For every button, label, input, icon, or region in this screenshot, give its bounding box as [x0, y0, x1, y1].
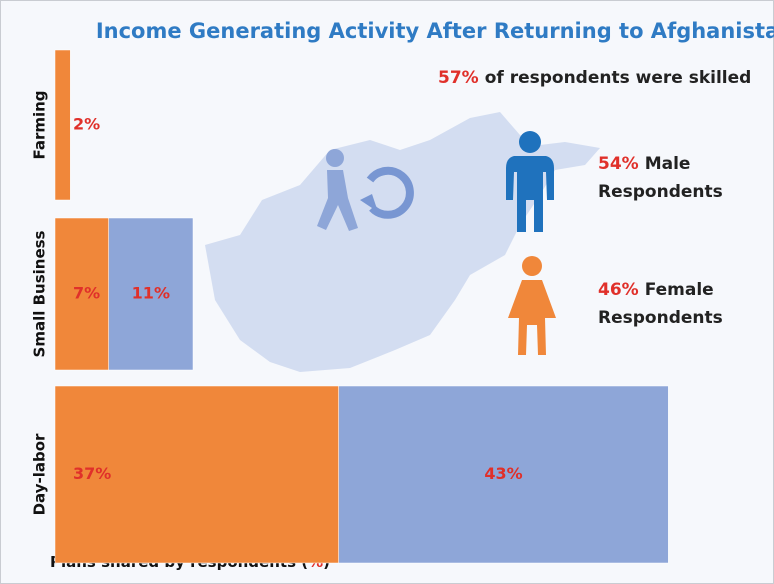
walker-icon [317, 149, 414, 231]
annotation: 54% Male Respondents [598, 154, 723, 202]
data-label: 11% [132, 284, 170, 303]
annotation-text: Respondents [598, 182, 723, 202]
female-icon [508, 256, 556, 355]
annotation-highlight: 46% [598, 280, 639, 300]
annotation: 57% of respondents were skilled [438, 68, 751, 88]
map [205, 112, 600, 372]
annotation-text: Respondents [598, 308, 723, 328]
y-tick-label: Day-labor [31, 433, 49, 515]
male-icon [506, 131, 554, 232]
bar [54, 49, 71, 201]
data-label: 2% [73, 115, 100, 134]
bar [54, 217, 109, 371]
annotation-highlight: 54% [598, 154, 639, 174]
annotation: 46% Female Respondents [598, 280, 723, 328]
bar [54, 385, 339, 564]
data-label: 37% [73, 464, 111, 483]
annotation-text: Male [645, 154, 691, 174]
y-tick-label: Farming [31, 90, 49, 159]
data-label: 43% [484, 464, 522, 483]
y-tick-label: Small Business [31, 230, 49, 357]
chart-title: Income Generating Activity After Returni… [96, 19, 774, 43]
bar [338, 385, 669, 564]
annotation-text: Female [645, 280, 714, 300]
data-label: 7% [73, 284, 100, 303]
annotation-highlight: 57% [438, 68, 479, 88]
bar [108, 217, 194, 371]
annotation-text: of respondents were skilled [485, 68, 752, 88]
